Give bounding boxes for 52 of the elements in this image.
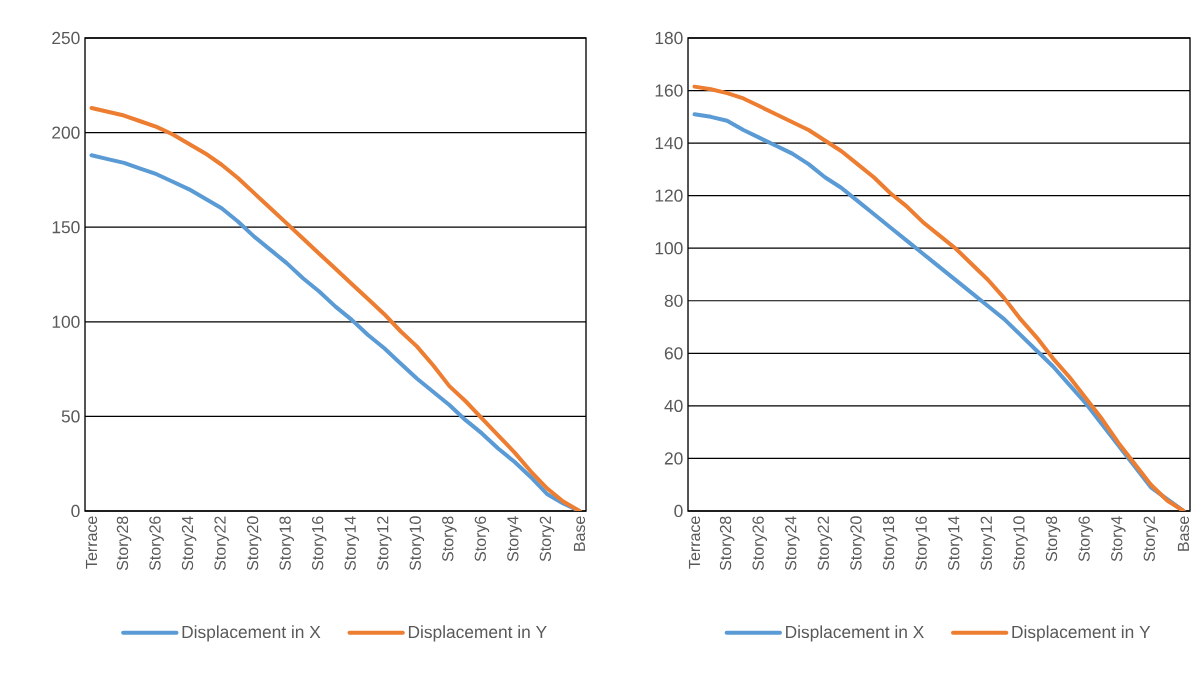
x-tick-label: Story24: [785, 516, 800, 571]
y-tick-label: 180: [655, 31, 683, 45]
x-tick-label: Story4: [507, 516, 522, 562]
x-tick-label: Story10: [1013, 516, 1028, 571]
x-tick-label: Story28: [116, 516, 132, 571]
legend-label: Displacement in X: [786, 625, 924, 642]
y-tick-label: 160: [655, 84, 683, 97]
y-tick-label: 0: [71, 504, 80, 518]
y-tick-label: 100: [655, 242, 683, 255]
x-tick-label: Base: [1177, 516, 1190, 551]
x-tick-label: Story24: [181, 516, 197, 571]
x-tick-label: Story22: [214, 516, 229, 571]
legend-label: Displacement in Y: [1012, 625, 1151, 642]
x-tick-label: Story2: [1143, 516, 1159, 562]
x-tick-label: Story6: [1078, 516, 1093, 562]
y-tick-label: 200: [52, 126, 80, 139]
x-tick-label: Story2: [539, 516, 555, 562]
y-tick-label: 50: [61, 410, 80, 423]
x-tick-label: Story26: [752, 516, 767, 571]
legend-label: Displacement in Y: [408, 625, 547, 642]
x-tick-label: Story16: [915, 516, 930, 571]
y-tick-label: 120: [655, 189, 683, 202]
y-tick-label: 80: [664, 294, 683, 307]
x-tick-label: Story10: [409, 516, 425, 571]
x-tick-label: Story20: [246, 516, 262, 571]
y-tick-label: 0: [674, 504, 683, 518]
legend-label: Displacement in X: [182, 625, 321, 642]
x-tick-label: Base: [573, 516, 586, 551]
y-tick-label: 150: [52, 221, 80, 234]
x-tick-label: Story22: [817, 516, 833, 571]
x-tick-label: Story14: [948, 516, 963, 571]
x-tick-label: Story6: [474, 516, 490, 562]
x-tick-label: Story12: [377, 516, 392, 571]
y-tick-label: 250: [52, 31, 80, 45]
y-tick-label: 40: [664, 399, 683, 413]
x-tick-label: Terrace: [85, 516, 98, 569]
x-tick-label: Story18: [279, 516, 294, 571]
x-tick-label: Story8: [1045, 516, 1061, 562]
x-tick-label: Story26: [149, 516, 164, 571]
x-tick-label: Story8: [442, 516, 457, 562]
x-tick-label: Story14: [344, 516, 360, 571]
y-tick-label: 20: [664, 452, 683, 465]
x-tick-label: Story4: [1111, 516, 1126, 562]
x-tick-label: Story18: [882, 516, 898, 571]
x-tick-label: Story28: [719, 516, 735, 571]
y-tick-label: 100: [52, 315, 80, 328]
x-tick-label: Story12: [980, 516, 996, 571]
x-tick-label: Story16: [312, 516, 327, 571]
x-tick-label: Story20: [850, 516, 865, 571]
x-tick-label: Terrace: [688, 516, 701, 569]
y-tick-label: 140: [655, 136, 683, 150]
y-tick-label: 60: [664, 347, 683, 360]
